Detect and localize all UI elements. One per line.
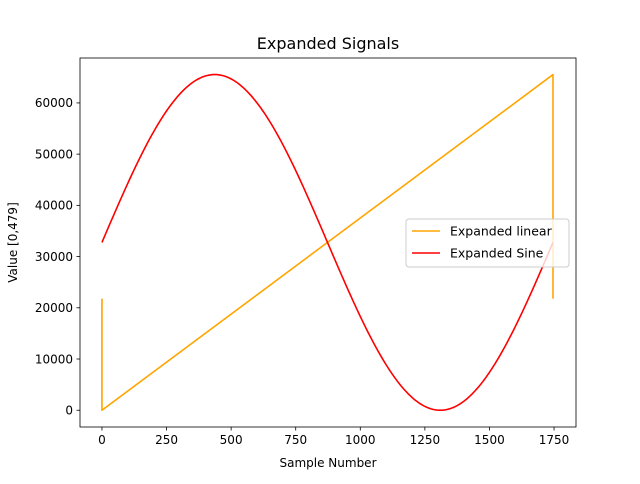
- chart-title: Expanded Signals: [257, 34, 399, 53]
- x-tick-label: 1750: [539, 433, 570, 447]
- x-tick-label: 0: [98, 433, 106, 447]
- x-tick-label: 500: [220, 433, 243, 447]
- x-tick-label: 1000: [345, 433, 376, 447]
- x-tick-label: 750: [284, 433, 307, 447]
- x-tick-label: 1250: [410, 433, 441, 447]
- x-tick-label: 1500: [474, 433, 505, 447]
- legend: Expanded linear Expanded Sine: [405, 218, 570, 268]
- y-tick-label: 60000: [35, 96, 73, 110]
- y-tick-label: 10000: [35, 352, 73, 366]
- y-tick-label: 20000: [35, 301, 73, 315]
- x-axis-label: Sample Number: [279, 456, 376, 470]
- y-axis-ticks: 0 10000 20000 30000 40000 50000 60000: [35, 96, 80, 418]
- y-tick-label: 40000: [35, 199, 73, 213]
- y-tick-label: 50000: [35, 147, 73, 161]
- legend-label-expanded-linear: Expanded linear: [450, 224, 553, 239]
- y-tick-label: 30000: [35, 250, 73, 264]
- x-axis-ticks: 0 250 500 750 1000 1250 1500 1750: [98, 427, 569, 447]
- legend-box: [405, 218, 570, 268]
- series-line-expanded-sine: [101, 73, 554, 412]
- y-tick-label: 0: [65, 404, 73, 418]
- plot-frame: [79, 57, 577, 428]
- legend-label-expanded-sine: Expanded Sine: [450, 246, 544, 261]
- y-axis-label: Value [0,479]: [6, 202, 20, 282]
- series-layer: [101, 73, 554, 412]
- x-tick-label: 250: [155, 433, 178, 447]
